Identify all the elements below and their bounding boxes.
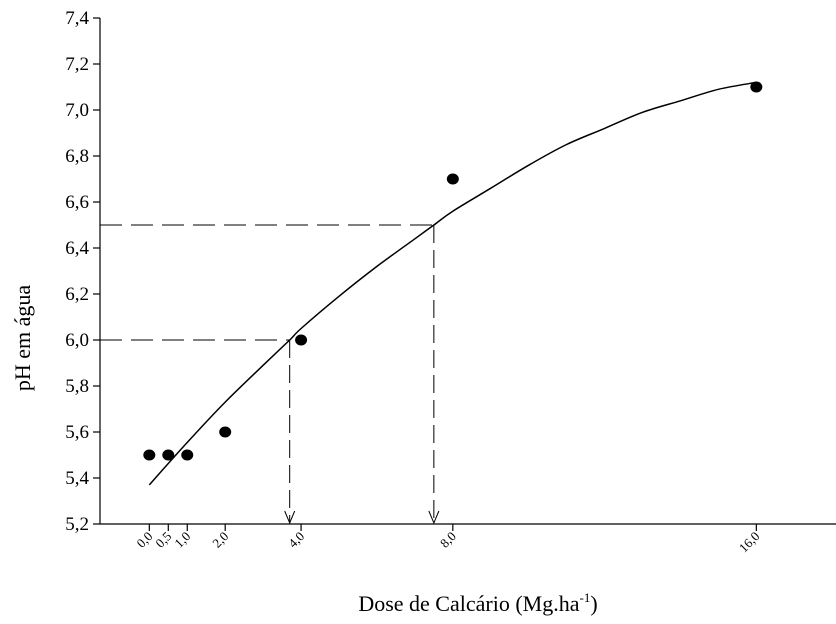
data-point [162,449,175,461]
reference-arrow-icon [284,510,296,525]
x-axis-title-superscript: -1 [579,590,590,605]
y-tick-label: 6,0 [65,330,89,351]
x-tick-label: 8,0 [437,529,459,551]
x-tick-label: 2,0 [209,529,231,551]
fit-curve-group [148,81,757,486]
y-tick-label: 5,8 [65,376,89,397]
data-points [143,81,763,461]
y-tick-label: 5,6 [65,422,89,443]
x-tick-label: 16,0 [736,529,763,556]
fit-curve [148,81,757,486]
y-axis-title: pH em água [10,285,35,392]
x-tick-label: 4,0 [285,529,307,551]
y-tick-label: 7,4 [65,8,89,29]
y-tick-label: 7,0 [65,100,89,121]
x-axis-title-close: ) [590,591,597,616]
reference-lines [100,224,440,525]
axes [99,18,836,525]
data-point [181,449,194,461]
reference-arrow-icon [428,510,440,525]
x-tick-label: 1,0 [171,529,193,551]
y-tick-label: 5,2 [65,514,89,535]
data-point [446,173,459,185]
data-point [750,81,763,93]
data-point [143,449,156,461]
y-axis-ticks: 5,2 5,4 5,6 5,8 6,0 6,2 6,4 6,6 6,8 7,0 7,2 7,4 [65,8,100,535]
x-axis-ticks: 0,00,51,0 2,0 4,0 8,0 16,0 [133,524,762,555]
y-tick-label: 5,4 [65,468,89,489]
y-tick-label: 7,2 [65,54,89,75]
data-point [295,334,308,346]
y-tick-label: 6,2 [65,284,89,305]
data-point [219,426,232,438]
x-axis-title-main: Dose de Calcário (Mg.ha [358,591,579,616]
x-axis-title: Dose de Calcário (Mg.ha-1) [358,590,597,616]
y-tick-label: 6,8 [65,146,89,167]
y-tick-label: 6,6 [65,192,89,213]
y-tick-label: 6,4 [65,238,89,259]
